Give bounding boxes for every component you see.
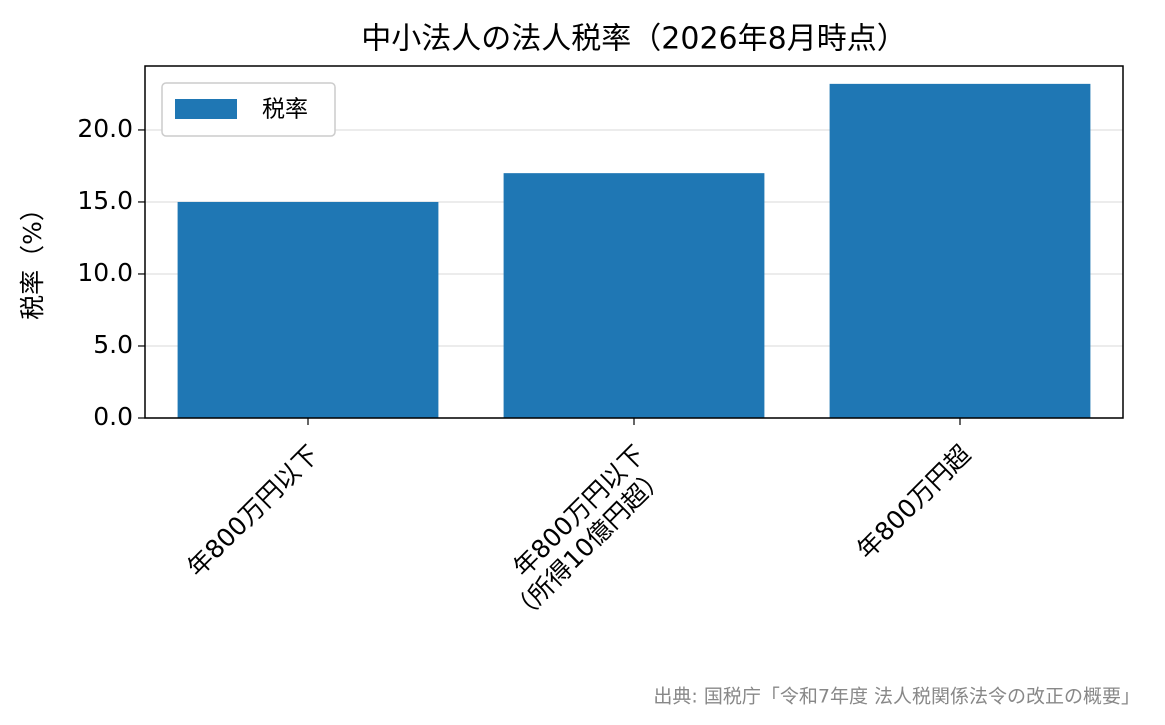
chart-title: 中小法人の法人税率（2026年8月時点）: [361, 22, 906, 57]
bar: [177, 201, 439, 418]
y-tick-label: 20.0: [77, 114, 133, 143]
legend-box: [161, 82, 336, 137]
x-tick-label: 年800万円以下（所得10億円超）: [483, 440, 671, 628]
y-tick-label: 10.0: [77, 258, 133, 287]
bar: [829, 83, 1091, 418]
y-tick-label: 0.0: [93, 402, 133, 431]
legend-swatch: [175, 99, 237, 119]
y-tick-label: 15.0: [77, 186, 133, 215]
source-note: 出典: 国税庁「令和7年度 法人税関係法令の改正の概要」: [653, 686, 1140, 708]
legend-label: 税率: [262, 97, 308, 123]
y-axis-label: 税率（%）: [18, 196, 47, 320]
x-tick-label: 年800万円以下: [182, 440, 325, 583]
plot-frame: [144, 65, 1124, 419]
x-tick-label: 年800万円超: [851, 440, 976, 565]
bar: [503, 173, 765, 418]
y-tick-label: 5.0: [93, 330, 133, 359]
